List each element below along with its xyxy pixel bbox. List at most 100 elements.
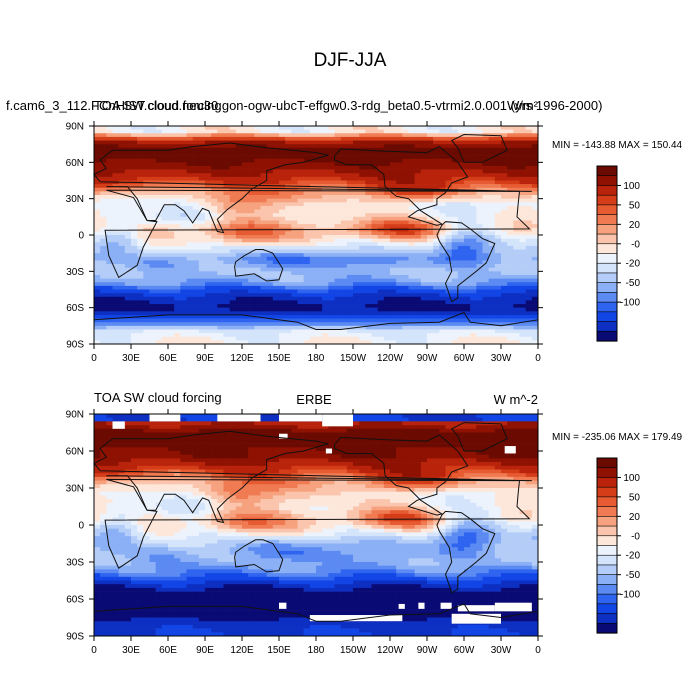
field-cell [242, 126, 249, 130]
field-cell [192, 428, 200, 433]
field-cell [192, 439, 200, 444]
field-cell [198, 147, 206, 152]
field-cell [254, 278, 261, 283]
field-cell [260, 242, 267, 247]
field-cell [217, 136, 224, 141]
field-cell [340, 242, 348, 247]
field-cell [279, 278, 286, 283]
field-cell [186, 417, 193, 422]
field-cell [272, 238, 280, 243]
field-cell [180, 126, 187, 130]
field-cell [137, 169, 144, 174]
field-cell [161, 285, 169, 290]
field-cell [427, 314, 434, 319]
field-cell [445, 140, 452, 145]
field-cell [94, 129, 101, 134]
field-cell [223, 195, 230, 199]
field-cell [100, 238, 107, 243]
field-cell [402, 144, 409, 149]
field-cell [340, 129, 348, 134]
field-cell [131, 311, 138, 316]
field-cell [451, 140, 459, 145]
field-cell [217, 296, 224, 301]
field-cell [396, 151, 403, 156]
field-cell [513, 428, 520, 433]
field-cell [309, 282, 317, 287]
field-cell [445, 224, 452, 229]
field-cell [94, 205, 101, 210]
field-cell [346, 432, 354, 437]
field-cell [470, 289, 477, 294]
field-cell [161, 224, 169, 229]
field-cell [494, 274, 502, 279]
field-cell [124, 282, 132, 287]
field-cell [470, 224, 477, 229]
field-cell [186, 151, 193, 156]
field-cell [482, 238, 489, 243]
field-cell [457, 235, 465, 239]
field-cell [501, 414, 508, 418]
field-cell [451, 209, 459, 214]
field-cell [439, 184, 446, 189]
field-cell [476, 176, 483, 181]
field-cell [377, 256, 385, 261]
field-cell [445, 213, 452, 218]
field-cell [476, 144, 483, 149]
field-cell [371, 425, 378, 430]
field-cell [217, 325, 224, 330]
field-cell [519, 238, 526, 243]
field-cell [174, 235, 181, 239]
field-cell [383, 216, 391, 221]
field-cell [137, 129, 144, 134]
field-cell [346, 173, 354, 178]
field-cell [223, 439, 230, 444]
field-cell [309, 439, 317, 444]
field-cell [359, 428, 366, 433]
field-cell [291, 307, 298, 312]
field-cell [186, 224, 193, 229]
field-cell [346, 439, 354, 444]
field-cell [365, 421, 372, 426]
field-cell [316, 129, 323, 134]
field-cell [118, 173, 126, 178]
field-cell [488, 432, 496, 437]
field-cell [100, 144, 107, 149]
field-cell [223, 144, 230, 149]
field-cell [482, 425, 489, 430]
field-cell [427, 417, 434, 422]
field-cell [291, 421, 298, 426]
field-cell [482, 129, 489, 134]
field-cell [217, 231, 224, 236]
field-cell [223, 282, 230, 287]
field-cell [100, 195, 107, 199]
field-cell [174, 205, 181, 210]
field-cell [254, 267, 261, 272]
field-cell [513, 285, 520, 290]
field-cell [346, 293, 354, 298]
field-cell [143, 336, 150, 341]
field-cell [229, 202, 237, 207]
field-cell [457, 325, 465, 330]
field-cell [149, 213, 156, 218]
field-cell [322, 322, 329, 327]
field-cell [334, 318, 341, 323]
field-cell [192, 151, 200, 156]
field-cell [100, 245, 107, 250]
field-cell [427, 242, 434, 247]
field-cell [383, 176, 391, 181]
field-cell [488, 187, 496, 192]
field-cell [464, 191, 471, 196]
field-cell [211, 333, 218, 338]
field-cell [427, 333, 434, 338]
field-cell [254, 180, 261, 185]
field-cell [470, 235, 477, 239]
field-cell [112, 209, 119, 214]
field-cell [168, 129, 175, 134]
field-cell [131, 271, 138, 276]
field-cell [155, 162, 163, 167]
field-cell [390, 271, 397, 276]
field-cell [371, 129, 378, 134]
field-cell [476, 282, 483, 287]
field-cell [322, 155, 329, 159]
field-cell [260, 129, 267, 134]
